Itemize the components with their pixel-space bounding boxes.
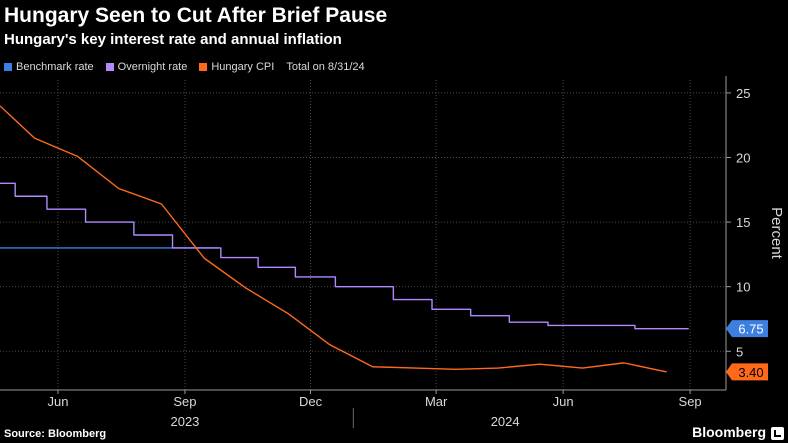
end-label-box-hungary-cpi: [726, 363, 768, 381]
legend: Benchmark rate Overnight rate Hungary CP…: [4, 60, 365, 74]
legend-note: Total on 8/31/24: [286, 61, 365, 73]
x-tick-label: Jun: [553, 394, 574, 409]
bloomberg-terminal-icon: [771, 427, 784, 440]
legend-item-overnight-rate: Overnight rate: [105, 61, 188, 73]
x-tick-label: Mar: [425, 394, 448, 409]
y-tick-label: 15: [736, 215, 750, 230]
legend-label-benchmark-rate: Benchmark rate: [16, 61, 94, 73]
y-tick-label: 25: [736, 86, 750, 101]
legend-swatch-overnight-rate: [105, 63, 114, 71]
x-tick-label: Sep: [173, 394, 196, 409]
legend-label-overnight-rate: Overnight rate: [117, 61, 188, 73]
legend-item-benchmark-rate: Benchmark rate: [4, 61, 94, 73]
y-tick-label: 10: [736, 280, 750, 295]
chart-subtitle: Hungary's key interest rate and annual i…: [4, 31, 342, 48]
legend-label-hungary-cpi: Hungary CPI: [211, 61, 275, 73]
bloomberg-logo: Bloomberg: [692, 424, 766, 440]
legend-item-hungary-cpi: Hungary CPI: [199, 61, 274, 73]
y-axis-title: Percent: [768, 207, 785, 260]
series-line-overnight-rate: [0, 182, 689, 330]
source-note: Source: Bloomberg: [4, 428, 107, 440]
series-line-hungary-cpi: [0, 105, 667, 373]
x-tick-label: Dec: [299, 394, 323, 409]
end-label-hungary-cpi: 3.40: [738, 365, 763, 380]
legend-swatch-benchmark-rate: [4, 63, 12, 71]
y-tick-label: 5: [736, 344, 743, 359]
x-tick-label: Jun: [47, 394, 68, 409]
x-tick-label: Sep: [679, 394, 702, 409]
legend-swatch-hungary-cpi: [199, 63, 208, 71]
x-year-label: 2024: [491, 414, 520, 429]
x-year-label: 2023: [170, 414, 199, 429]
chart-title: Hungary Seen to Cut After Brief Pause: [4, 4, 388, 27]
y-tick-label: 20: [736, 151, 750, 166]
end-label-overnight-rate: 6.75: [738, 322, 763, 337]
end-label-box-overnight-rate: [726, 320, 768, 338]
